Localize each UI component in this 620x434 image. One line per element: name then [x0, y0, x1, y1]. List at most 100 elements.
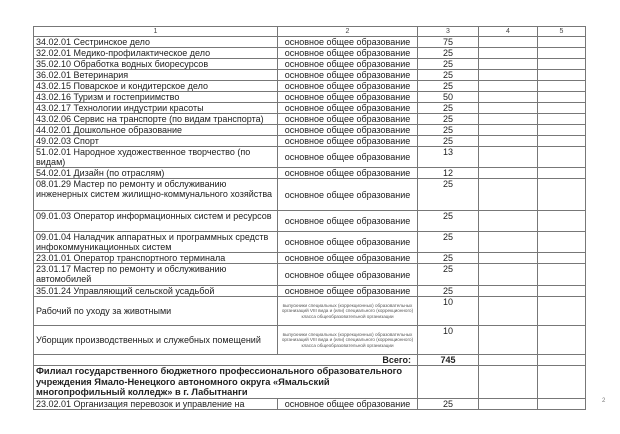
empty-cell	[537, 80, 586, 92]
empty-cell	[478, 285, 538, 297]
specialty-name: 23.02.01 Организация перевозок и управле…	[33, 398, 278, 410]
places-count: 25	[417, 58, 479, 70]
specialty-name: 36.02.01 Ветеринария	[33, 69, 278, 81]
education-level: основное общее образование	[277, 285, 418, 297]
places-count: 25	[417, 285, 479, 297]
empty-cell	[537, 398, 586, 410]
places-count: 50	[417, 91, 479, 103]
empty-cell	[537, 36, 586, 48]
empty-cell	[537, 102, 586, 114]
empty-cell	[537, 263, 586, 286]
education-level: основное общее образование	[277, 36, 418, 48]
places-count: 25	[417, 69, 479, 81]
education-level: основное общее образование	[277, 178, 418, 211]
table-row: 43.02.15 Поварское и кондитерское дело ос…	[33, 80, 586, 92]
education-level: основное общее образование	[277, 124, 418, 136]
places-count: 25	[417, 231, 479, 253]
empty-cell	[537, 113, 586, 125]
education-level: основное общее образование	[277, 210, 418, 232]
empty-cell	[537, 69, 586, 81]
empty-cell	[537, 91, 586, 103]
places-count: 25	[417, 47, 479, 59]
specialty-name: 51.02.01 Народное художественное творчес…	[33, 146, 278, 168]
education-level: основное общее образование	[277, 102, 418, 114]
table-row: 36.02.01 Ветеринария основное общее образ…	[33, 69, 586, 81]
specialty-name: 43.02.15 Поварское и кондитерское дело	[33, 80, 278, 92]
empty-cell	[537, 178, 586, 211]
empty-cell	[478, 80, 538, 92]
specialty-name: 32.02.01 Медико-профилактическое дело	[33, 47, 278, 59]
empty-cell	[478, 135, 538, 147]
specialty-name: 43.02.06 Сервис на транспорте (по видам …	[33, 113, 278, 125]
empty-cell	[537, 135, 586, 147]
education-level: основное общее образование	[277, 167, 418, 179]
places-count: 25	[417, 178, 479, 211]
places-count: 25	[417, 398, 479, 410]
places-count: 25	[417, 102, 479, 114]
table-row: 23.01.01 Оператор транспортного терминал…	[33, 252, 586, 264]
specialty-name: Рабочий по уходу за животными	[33, 296, 278, 326]
empty-cell	[537, 167, 586, 179]
empty-cell	[537, 231, 586, 253]
education-level: основное общее образование	[277, 263, 418, 286]
specialty-name: 44.02.01 Дошкольное образование	[33, 124, 278, 136]
empty-cell	[478, 58, 538, 70]
empty-cell	[478, 146, 538, 168]
specialty-name: 09.01.04 Наладчик аппаратных и программн…	[33, 231, 278, 253]
places-count: 25	[417, 263, 479, 286]
empty-cell	[537, 296, 586, 326]
table-row: 49.02.03 Спорт основное общее образование…	[33, 135, 586, 147]
specialty-name: 35.02.10 Обработка водных биоресурсов	[33, 58, 278, 70]
empty-cell	[478, 36, 538, 48]
places-count: 25	[417, 210, 479, 232]
column-header: 2	[277, 26, 418, 37]
specialty-name: 08.01.29 Мастер по ремонту и обслуживани…	[33, 178, 278, 211]
education-level: основное общее образование	[277, 231, 418, 253]
empty-cell	[537, 285, 586, 297]
empty-cell	[478, 325, 538, 355]
table-row: Уборщик производственных и служебных пом…	[33, 325, 586, 355]
total-label: Всего:	[33, 354, 418, 366]
empty-cell	[478, 231, 538, 253]
total-row: Всего: 745	[33, 354, 586, 366]
page-number: 2	[602, 398, 606, 404]
column-header: 4	[478, 26, 538, 37]
table-row: 09.01.04 Наладчик аппаратных и программн…	[33, 231, 586, 253]
specialty-name: 09.01.03 Оператор информационных систем …	[33, 210, 278, 232]
table-row: 43.02.17 Технологии индустрии красоты осн…	[33, 102, 586, 114]
empty-cell	[537, 146, 586, 168]
table-row: 35.02.10 Обработка водных биоресурсов осн…	[33, 58, 586, 70]
places-count: 25	[417, 124, 479, 136]
education-level: основное общее образование	[277, 69, 418, 81]
places-count: 25	[417, 135, 479, 147]
admission-table: 1 2 3 4 5 34.02.01 Сестринское дело основ…	[33, 26, 586, 410]
table-row: 34.02.01 Сестринское дело основное общее …	[33, 36, 586, 48]
empty-cell	[478, 365, 538, 399]
specialty-name: 35.01.24 Управляющий сельской усадьбой	[33, 285, 278, 297]
education-level: выпускники специальных (коррекционных) о…	[277, 296, 418, 326]
empty-cell	[478, 113, 538, 125]
places-count: 25	[417, 252, 479, 264]
specialty-name: 34.02.01 Сестринское дело	[33, 36, 278, 48]
table-row: 54.02.01 Дизайн (по отраслям) основное об…	[33, 167, 586, 179]
empty-cell	[478, 354, 538, 366]
empty-cell	[478, 296, 538, 326]
education-level: основное общее образование	[277, 80, 418, 92]
table-row: 23.01.17 Мастер по ремонту и обслуживани…	[33, 263, 586, 286]
empty-cell	[537, 210, 586, 232]
education-level: основное общее образование	[277, 113, 418, 125]
places-count: 10	[417, 296, 479, 326]
specialty-name: 43.02.17 Технологии индустрии красоты	[33, 102, 278, 114]
empty-cell	[478, 47, 538, 59]
empty-cell	[478, 398, 538, 410]
total-value: 745	[417, 354, 479, 366]
empty-cell	[537, 124, 586, 136]
empty-cell	[537, 47, 586, 59]
empty-cell	[537, 354, 586, 366]
table-row: 32.02.01 Медико-профилактическое дело осн…	[33, 47, 586, 59]
branch-row: Филиал государственного бюджетного профе…	[33, 365, 586, 399]
empty-cell	[478, 178, 538, 211]
table-row: Рабочий по уходу за животными выпускники …	[33, 296, 586, 326]
specialty-name: Уборщик производственных и служебных пом…	[33, 325, 278, 355]
empty-cell	[537, 365, 586, 399]
